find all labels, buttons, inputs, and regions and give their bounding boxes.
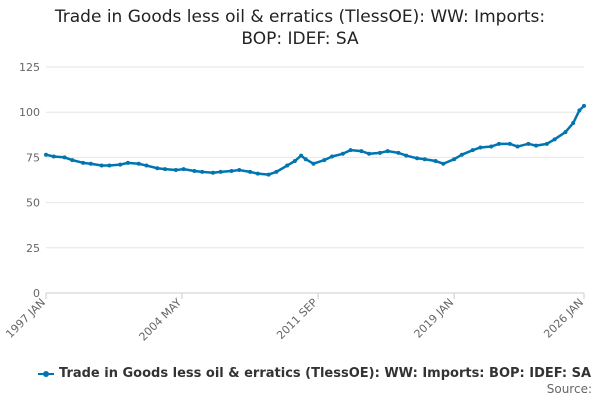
data-point (367, 151, 372, 156)
data-point (422, 157, 427, 162)
data-point (544, 141, 549, 146)
data-point (526, 141, 531, 146)
data-point (144, 163, 149, 168)
data-point (577, 108, 582, 113)
data-point (478, 145, 483, 150)
data-point (404, 153, 409, 158)
y-tick-label: 25 (26, 242, 40, 255)
data-point (452, 157, 457, 162)
data-point (459, 152, 464, 157)
data-point (274, 169, 279, 174)
legend-label: Trade in Goods less oil & erratics (Tles… (59, 366, 592, 381)
data-point (441, 161, 446, 166)
data-point (136, 161, 141, 166)
data-point (515, 144, 520, 149)
data-point (192, 168, 197, 173)
source-label[interactable]: Source: (546, 382, 592, 396)
data-point (163, 167, 168, 172)
data-point (218, 169, 223, 174)
data-point (563, 130, 568, 135)
data-point (99, 163, 104, 168)
data-point (173, 168, 178, 173)
data-point (237, 168, 242, 173)
data-point (330, 154, 335, 159)
data-point (210, 170, 215, 175)
data-point (125, 160, 130, 165)
data-point (62, 155, 67, 160)
y-tick-label: 50 (26, 197, 40, 210)
x-tick-label: 2004 MAY (137, 296, 185, 344)
data-point (303, 157, 308, 162)
data-point (81, 160, 86, 165)
data-point (155, 166, 160, 171)
data-point (396, 150, 401, 155)
data-point (322, 158, 327, 163)
data-point (51, 154, 56, 159)
data-point (571, 121, 576, 126)
data-point (507, 141, 512, 146)
data-point (311, 161, 316, 166)
x-tick-label: 2019 JAN (412, 296, 457, 341)
chart-title-line-2: BOP: IDEF: SA (241, 29, 359, 49)
data-point (266, 172, 271, 177)
data-point (496, 141, 501, 146)
data-point (255, 171, 260, 176)
chart-title-line-1: Trade in Goods less oil & erratics (Tles… (54, 7, 546, 27)
data-point (229, 168, 234, 173)
data-point (70, 158, 75, 163)
x-tick-label: 2011 SEP (274, 296, 320, 342)
x-tick-label: 1997 JAN (3, 296, 48, 341)
data-point (415, 156, 420, 161)
data-point (248, 169, 253, 174)
data-point (181, 167, 186, 172)
data-point (118, 162, 123, 167)
y-tick-label: 100 (19, 106, 40, 119)
legend-swatch (38, 370, 54, 377)
data-point (489, 144, 494, 149)
x-tick-label: 2026 JAN (541, 296, 586, 341)
data-point (340, 151, 345, 156)
data-point (552, 137, 557, 142)
data-point (299, 153, 304, 158)
data-point (433, 159, 438, 164)
data-point (582, 103, 586, 108)
data-point (359, 149, 364, 154)
chart-legend[interactable]: Trade in Goods less oil & erratics (Tles… (38, 366, 591, 381)
data-point (292, 159, 297, 164)
data-point (200, 169, 205, 174)
data-point (470, 148, 475, 153)
chart-title: Trade in Goods less oil & erratics (Tles… (0, 6, 600, 50)
data-point (107, 163, 112, 168)
data-point (348, 148, 353, 153)
data-point (385, 149, 390, 154)
data-point (285, 163, 290, 168)
y-tick-label: 75 (26, 151, 40, 164)
y-tick-label: 125 (19, 61, 40, 74)
data-point (377, 150, 382, 155)
data-point (88, 161, 93, 166)
data-point (534, 143, 539, 148)
data-point (44, 152, 48, 157)
y-tick-label: 0 (33, 287, 40, 300)
